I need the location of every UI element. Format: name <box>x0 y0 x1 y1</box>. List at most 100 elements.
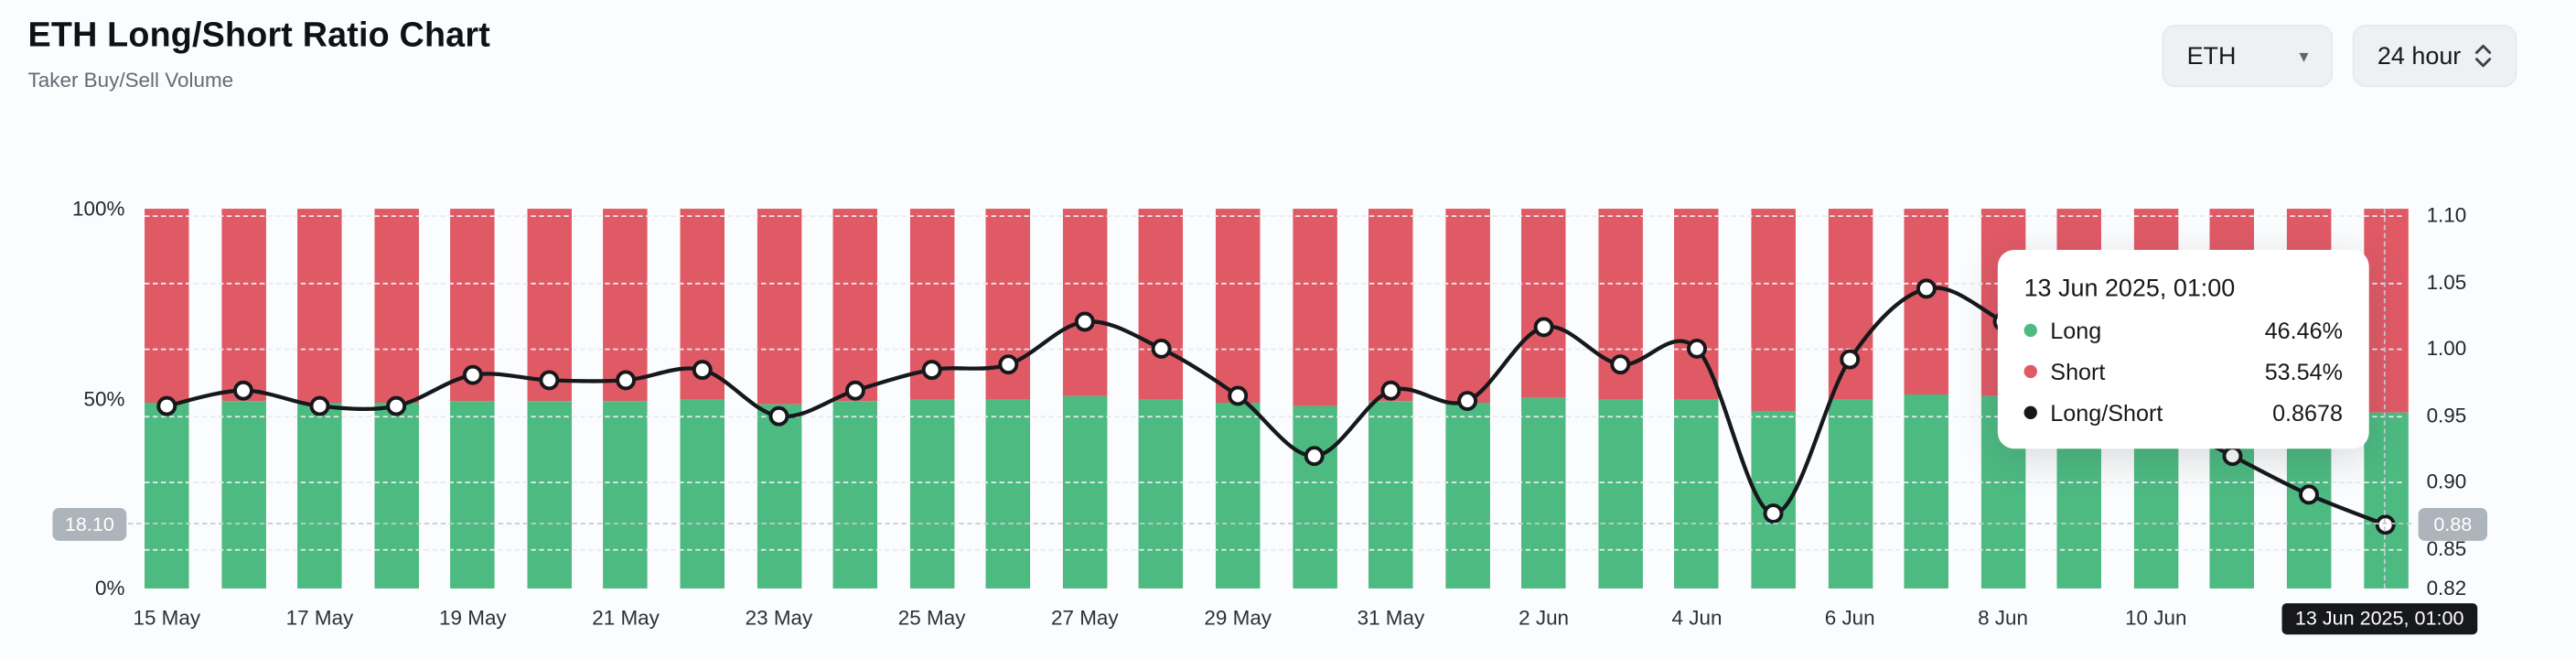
bar[interactable] <box>2363 209 2408 589</box>
interval-select-value: 24 hour <box>2377 41 2462 70</box>
bar[interactable] <box>1674 209 1720 589</box>
bar-short-segment <box>1444 209 1490 403</box>
line-marker <box>1840 349 1861 370</box>
chart-tooltip: 13 Jun 2025, 01:00 Long 46.46% Short 53.… <box>1997 249 2369 449</box>
bar[interactable] <box>373 209 419 589</box>
bar[interactable] <box>527 209 572 589</box>
bar[interactable] <box>1904 209 1949 589</box>
symbol-select[interactable]: ETH ▾ <box>2162 24 2334 88</box>
line-marker <box>1151 338 1172 359</box>
line-marker <box>233 380 253 401</box>
bar-long-segment <box>1062 396 1108 589</box>
tooltip-date: 13 Jun 2025, 01:00 <box>2023 274 2236 303</box>
bar-short-segment <box>1751 209 1796 412</box>
symbol-select-value: ETH <box>2186 41 2237 70</box>
x-axis-tick: 10 Jun <box>2125 606 2187 630</box>
bar-long-segment <box>1674 398 1720 589</box>
bar[interactable] <box>1062 209 1108 589</box>
line-marker <box>1687 338 1707 359</box>
bar[interactable] <box>832 209 878 589</box>
bar[interactable] <box>1827 209 1873 589</box>
bar-short-segment <box>220 209 266 402</box>
gridline <box>145 548 2402 551</box>
bar[interactable] <box>757 209 801 589</box>
line-marker <box>768 405 789 427</box>
x-axis-tick: 8 Jun <box>1978 606 2029 630</box>
line-marker <box>692 360 713 381</box>
bar[interactable] <box>1368 209 1413 589</box>
bar[interactable] <box>450 209 496 589</box>
tooltip-short-value: 53.54% <box>2264 358 2343 385</box>
bar-long-segment <box>297 402 342 589</box>
right-axis-tick: 0.82 <box>2426 577 2467 600</box>
bar-long-segment <box>986 399 1031 589</box>
line-marker <box>1916 278 1937 299</box>
bar[interactable] <box>1139 209 1184 589</box>
bar-long-segment <box>832 401 878 589</box>
bar-long-segment <box>373 402 419 589</box>
long-short-dot-icon <box>2023 405 2037 419</box>
bar-short-segment <box>373 209 419 403</box>
bar-long-segment <box>1598 399 1643 589</box>
line-marker <box>539 370 560 391</box>
bar-long-segment <box>757 403 801 589</box>
x-axis-tick: 19 May <box>439 606 507 630</box>
line-marker <box>1304 446 1325 467</box>
gridline <box>145 348 2402 351</box>
right-axis-tick: 1.05 <box>2426 270 2467 294</box>
line-marker <box>998 354 1019 375</box>
line-marker <box>1228 385 1249 406</box>
left-axis-tick: 100% <box>72 197 125 221</box>
bar-short-segment <box>527 209 572 402</box>
x-axis-tick: 17 May <box>285 606 354 630</box>
tooltip-short-label: Short <box>2050 358 2106 385</box>
bar[interactable] <box>1444 209 1490 589</box>
bar-long-segment <box>1827 399 1873 589</box>
bar[interactable] <box>603 209 649 589</box>
tooltip-long-label: Long <box>2050 317 2102 344</box>
right-axis-tick: 0.95 <box>2426 404 2467 427</box>
bar-long-segment <box>1444 402 1490 589</box>
bar-long-segment <box>2363 412 2408 589</box>
bar-long-segment <box>1521 396 1566 589</box>
bar-short-segment <box>297 209 342 403</box>
x-axis-tick: 2 Jun <box>1519 606 1570 630</box>
bar[interactable] <box>1292 209 1336 589</box>
left-axis-tick: 50% <box>83 386 125 411</box>
right-axis-tick: 0.90 <box>2426 470 2467 493</box>
gridline <box>145 415 2402 417</box>
interval-select[interactable]: 24 hour <box>2352 24 2517 88</box>
bar-short-segment <box>1674 209 1720 399</box>
bar-long-segment <box>220 401 266 589</box>
bar[interactable] <box>1215 209 1261 589</box>
bar-long-segment <box>1292 406 1336 589</box>
bar[interactable] <box>297 209 342 589</box>
x-axis-tick: 6 Jun <box>1824 606 1875 630</box>
bar[interactable] <box>1521 209 1566 589</box>
line-marker <box>386 395 407 416</box>
line-marker <box>616 370 637 391</box>
x-axis-tick: 27 May <box>1051 606 1119 630</box>
x-axis-tick: 29 May <box>1204 606 1272 630</box>
line-marker <box>1610 354 1631 375</box>
gridline <box>145 281 2402 284</box>
tooltip-long-value: 46.46% <box>2264 317 2343 344</box>
chevron-up-down-icon <box>2474 44 2492 68</box>
right-axis-tick: 1.00 <box>2426 337 2467 361</box>
tooltip-ratio-label: Long/Short <box>2050 399 2163 427</box>
bar[interactable] <box>220 209 266 589</box>
x-axis-tick: 25 May <box>897 606 966 630</box>
tooltip-row-short: Short 53.54% <box>2023 358 2343 385</box>
x-axis-tick: 31 May <box>1357 606 1425 630</box>
bar[interactable] <box>145 209 189 589</box>
line-marker <box>309 395 330 416</box>
right-axis-crosshair-badge: 0.88 <box>2418 507 2488 541</box>
tooltip-ratio-value: 0.8678 <box>2272 399 2343 427</box>
line-marker <box>2222 446 2243 467</box>
x-axis-tick: 4 Jun <box>1671 606 1723 630</box>
x-axis-tick: 15 May <box>133 606 201 630</box>
bar-short-segment <box>1368 209 1413 402</box>
